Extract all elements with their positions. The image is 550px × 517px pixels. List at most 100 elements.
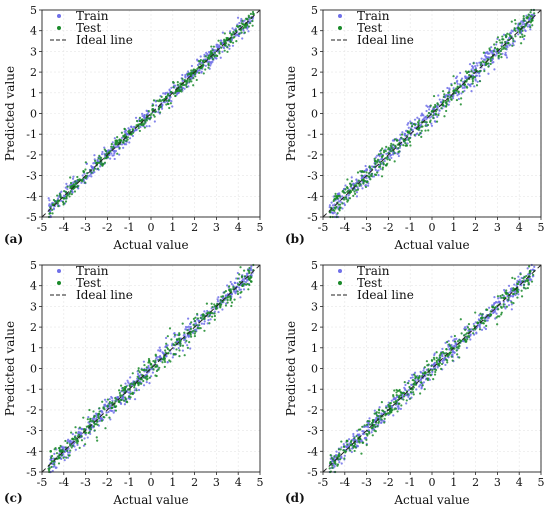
point-test [438,361,442,364]
point-test [159,105,163,109]
point-train [216,300,220,303]
point-test [516,282,520,286]
point-train [398,139,401,142]
point-train [82,180,86,183]
point-train [187,317,190,320]
point-test [378,161,382,164]
point-test [440,367,443,370]
y-tick-label: 2 [311,321,318,334]
point-test [455,346,459,349]
point-test [189,327,193,330]
point-test [174,353,177,356]
point-test [455,349,458,352]
point-test [458,356,461,359]
point-test [333,206,336,209]
point-train [184,328,187,331]
point-test [424,124,427,127]
point-train [364,164,367,168]
point-test [466,78,469,81]
point-train [380,157,383,161]
y-tick-label: 5 [311,259,318,272]
y-tick-label: 0 [30,363,37,376]
point-train [337,192,340,195]
point-train [181,73,184,77]
point-test [498,315,501,318]
point-train [67,438,70,441]
point-test [136,375,139,378]
point-test [526,279,529,283]
point-train [420,387,423,390]
point-train [148,382,151,385]
point-test [395,388,398,392]
point-train [151,371,154,374]
point-test [152,359,155,363]
point-train [240,17,243,21]
point-test [353,449,356,453]
point-test [501,35,504,38]
point-test [500,296,503,299]
point-test [211,49,214,52]
point-train [206,309,209,313]
point-test [199,316,202,319]
point-train [186,344,189,347]
x-tick-label: 0 [429,221,436,234]
point-train [492,61,495,64]
point-test [236,277,239,280]
point-train [74,448,77,451]
point-test [439,356,442,359]
point-train [203,320,206,323]
point-test [400,136,403,139]
panel-label: (d) [285,491,305,505]
point-test [176,83,180,86]
point-test [523,19,526,22]
point-train [217,310,220,314]
point-test [400,133,404,136]
point-test [47,467,50,470]
point-test [376,425,379,428]
point-train [418,385,421,388]
point-train [209,318,212,321]
legend-swatch-train [57,14,61,18]
point-test [483,69,486,73]
point-train [243,277,246,281]
point-test [185,339,188,342]
point-train [436,115,439,119]
point-test [413,133,416,136]
point-train [128,137,132,140]
point-test [350,183,353,186]
point-test [487,62,490,65]
point-train [368,417,371,420]
point-test [354,446,357,449]
point-test [332,199,335,203]
point-train [483,58,487,62]
legend-label-test: Test [76,276,101,290]
point-train [143,115,146,118]
point-test [432,378,435,381]
point-train [103,398,107,401]
point-test [341,202,344,205]
point-test [208,315,211,318]
point-train [56,197,60,200]
point-test [466,338,469,341]
point-test [471,78,474,81]
point-test [489,62,492,66]
y-tick-label: 0 [30,108,37,121]
point-test [218,52,221,55]
point-test [147,117,150,120]
point-test [387,412,390,415]
point-train [448,87,451,90]
point-train [166,361,169,364]
point-test [171,80,175,84]
point-train [170,100,173,103]
point-test [346,200,349,203]
point-test [137,369,140,372]
point-test [124,396,127,399]
point-test [101,400,104,403]
point-test [373,429,376,432]
point-test [230,304,233,308]
point-test [176,90,180,93]
point-train [229,280,232,284]
point-train [486,50,489,54]
point-test [343,457,346,460]
point-test [522,286,526,289]
